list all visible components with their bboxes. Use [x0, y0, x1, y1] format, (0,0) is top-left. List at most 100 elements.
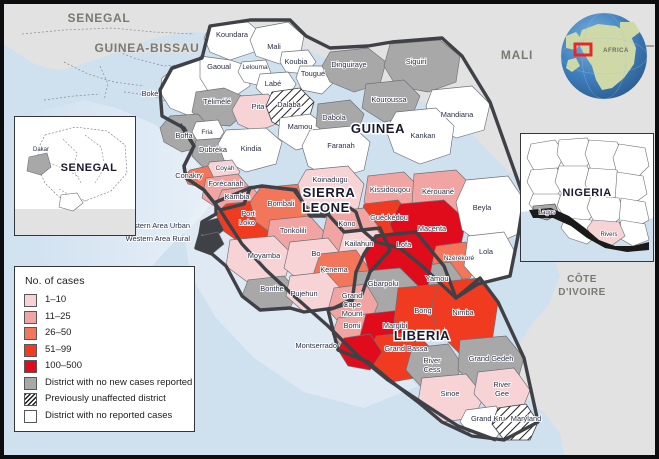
national-borders — [158, 18, 540, 442]
district-label: Dabola — [322, 113, 346, 122]
country-label-senegal: SENEGAL — [68, 11, 131, 25]
district-label: Boffa — [175, 131, 193, 140]
legend-label: 100–500 — [45, 360, 82, 372]
district-label: Koundara — [216, 30, 249, 39]
district-label: Bo — [311, 249, 320, 258]
district-label: Gaoual — [207, 62, 231, 71]
district-label: Macenta — [418, 224, 447, 233]
district-label: Western Area Rural — [126, 234, 191, 243]
district-label: Mali — [267, 42, 281, 51]
legend-row[interactable]: District with no reported cases — [24, 409, 185, 423]
legend-row[interactable]: 1–10 — [24, 294, 185, 307]
district-label: Pita — [252, 102, 266, 111]
inset-map-nigeria[interactable]: NIGERIA Lagos Rivers — [520, 133, 654, 262]
country-label-mali: MALI — [501, 48, 533, 62]
district-label: Guéckédou — [370, 213, 408, 222]
map-frame: SENEGAL GUINEA-BISSAU MALI GUINEA SIERRA… — [4, 4, 655, 455]
district-label: Yamou — [426, 274, 449, 283]
district-label: Dubréka — [199, 145, 228, 154]
district-label: Bombali — [268, 199, 295, 208]
district-label: Gee — [495, 389, 509, 398]
district-label: River — [423, 356, 441, 365]
legend-swatch — [24, 327, 37, 340]
liberia-counties[interactable] — [327, 231, 539, 441]
district-label: Montserrado — [296, 341, 338, 350]
district-label: Grand — [342, 291, 363, 300]
district-label: Nimba — [452, 308, 474, 317]
country-label-leone: LEONE — [302, 200, 350, 215]
district-label: Bong — [414, 306, 431, 315]
district-label: Labé — [265, 79, 281, 88]
district-label: Mount — [342, 309, 363, 318]
district-label: Dinguiraye — [331, 60, 366, 69]
country-label-sierra: SIERRA — [303, 185, 356, 200]
legend-row[interactable]: 26–50 — [24, 327, 185, 340]
district-label: Kindia — [241, 144, 262, 153]
legend-swatch — [24, 294, 37, 307]
legend-label: 11–25 — [45, 310, 71, 322]
district-label: Cape — [343, 300, 361, 309]
map-labels: SENEGAL GUINEA-BISSAU MALI GUINEA SIERRA… — [66, 10, 606, 424]
legend-label: 1–10 — [45, 294, 67, 306]
district-label: Mamou — [288, 122, 313, 131]
legend-swatch — [24, 343, 37, 357]
legend-label: District with no new cases reported — [45, 376, 193, 388]
country-label-liberia: LIBERIA — [394, 328, 450, 343]
legend-row[interactable]: 100–500 — [24, 360, 185, 373]
district-label: Forécariah — [208, 179, 243, 188]
district-label: Koubia — [284, 57, 308, 66]
inset-nigeria-city-lagos: Lagos — [539, 210, 555, 216]
district-label: Beyla — [473, 203, 492, 212]
district-label: Kankan — [410, 131, 435, 140]
district-label: Western Area Urban — [123, 221, 190, 230]
country-label-cote: CÔTE — [567, 272, 597, 285]
legend-panel[interactable]: No. of cases 1–10 11–25 26–50 51–99 100–… — [14, 266, 195, 432]
district-label: Lelouma — [242, 64, 268, 71]
district-label: Grand Bassa — [384, 344, 428, 353]
inset-nigeria-city-rivers: Rivers — [600, 232, 617, 238]
globe-landmass — [566, 22, 640, 90]
district-label: Tougué — [301, 69, 325, 78]
district-label: Tonkolili — [280, 226, 307, 235]
district-label: Koinadugu — [312, 175, 347, 184]
district-label: Port — [241, 209, 255, 218]
district-label: Conakry — [175, 171, 203, 180]
inset-senegal-city-dakar: Dakar — [33, 147, 49, 153]
legend-label: Previously unaffected district — [45, 393, 166, 405]
inset-globe[interactable]: AFRICA — [560, 8, 654, 108]
district-label: Gbarpolu — [368, 279, 398, 288]
inset-nigeria-label: NIGERIA — [562, 187, 611, 199]
district-label: Grand Kru — [471, 414, 505, 423]
district-label: River — [493, 380, 511, 389]
legend-row[interactable]: District with no new cases reported — [24, 376, 192, 390]
inset-map-senegal[interactable]: SENEGAL Dakar — [14, 116, 136, 236]
district-label: Télimélé — [203, 97, 231, 106]
legend-title: No. of cases — [25, 275, 85, 287]
legend-row[interactable]: 11–25 — [24, 310, 185, 324]
district-label: Pujehun — [290, 289, 317, 298]
legend-row[interactable]: Previously unaffected district — [24, 393, 185, 406]
district-label: Nzérékoré — [444, 255, 475, 262]
country-label-guinea-bissau: GUINEA-BISSAU — [94, 41, 199, 55]
district-label: Cess — [424, 365, 441, 374]
district-label: Lola — [479, 247, 494, 256]
district-label: Lofa — [397, 240, 412, 249]
district-label: Kouroussa — [371, 95, 407, 104]
legend-swatch — [24, 310, 37, 324]
legend-label: 26–50 — [45, 327, 72, 339]
district-label: Coyah — [215, 165, 234, 172]
legend-swatch — [24, 360, 37, 373]
district-label: Loko — [239, 218, 255, 227]
district-label: Kenema — [320, 265, 348, 274]
district-label: Bonthe — [260, 284, 283, 293]
legend-row[interactable]: 51–99 — [24, 343, 185, 357]
district-label: Boké — [142, 89, 159, 98]
district-label: Kailahun — [345, 239, 374, 248]
inset-senegal-label: SENEGAL — [61, 162, 118, 174]
district-label: Dalaba — [277, 100, 301, 109]
district-label: Margibi — [383, 321, 408, 330]
legend-label: District with no reported cases — [45, 409, 173, 421]
country-label-divoire: D'IVOIRE — [558, 287, 606, 298]
globe-africa-label: AFRICA — [603, 48, 629, 54]
